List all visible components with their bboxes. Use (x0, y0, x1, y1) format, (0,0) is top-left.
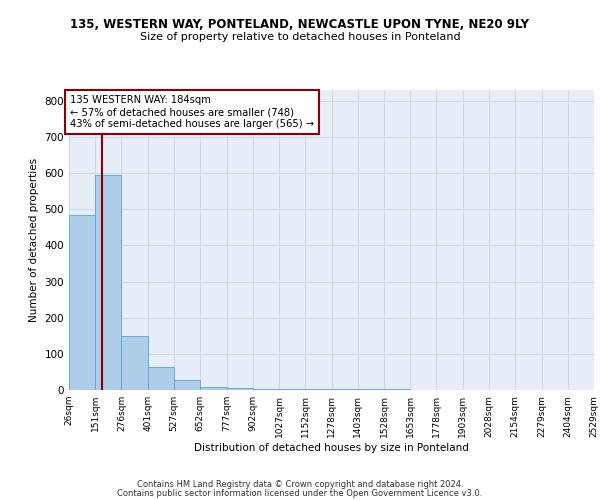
Bar (200, 387, 227, 390)
Text: Contains HM Land Registry data © Crown copyright and database right 2024.: Contains HM Land Registry data © Crown c… (137, 480, 463, 489)
Text: Size of property relative to detached houses in Ponteland: Size of property relative to detached ho… (140, 32, 460, 42)
Bar (121, 336, 148, 390)
Bar (95, 175, 121, 390)
Text: 135 WESTERN WAY: 184sqm
← 57% of detached houses are smaller (748)
43% of semi-d: 135 WESTERN WAY: 184sqm ← 57% of detache… (70, 96, 314, 128)
Bar (69, 214, 95, 390)
Y-axis label: Number of detached properties: Number of detached properties (29, 158, 39, 322)
Text: 135, WESTERN WAY, PONTELAND, NEWCASTLE UPON TYNE, NE20 9LY: 135, WESTERN WAY, PONTELAND, NEWCASTLE U… (71, 18, 530, 30)
Bar (253, 389, 279, 390)
Bar (148, 366, 174, 390)
Bar (227, 388, 253, 390)
Bar (174, 380, 200, 390)
X-axis label: Distribution of detached houses by size in Ponteland: Distribution of detached houses by size … (194, 442, 469, 452)
Text: Contains public sector information licensed under the Open Government Licence v3: Contains public sector information licen… (118, 488, 482, 498)
